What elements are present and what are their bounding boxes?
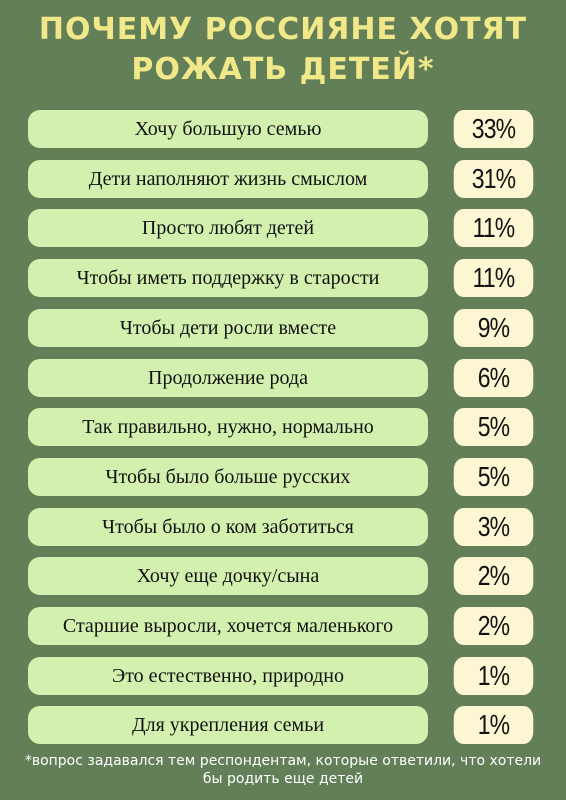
percent-value: 2% — [453, 557, 534, 595]
percent-value-text: 5% — [477, 411, 510, 442]
reason-label: Чтобы иметь поддержку в старости — [28, 259, 428, 297]
percent-value-text: 33% — [471, 113, 516, 144]
table-row: Продолжение рода 6% — [28, 359, 542, 397]
table-row: Хочу большую семью 33% — [28, 110, 542, 148]
percent-value: 11% — [453, 209, 534, 247]
table-row: Старшие выросли, хочется маленького 2% — [28, 607, 542, 645]
reason-label: Чтобы было больше русских — [28, 458, 428, 496]
percent-value: 11% — [453, 259, 534, 297]
percent-value-text: 9% — [477, 312, 510, 343]
percent-value: 2% — [453, 607, 534, 645]
footnote: *вопрос задавался тем респондентам, кото… — [24, 753, 542, 787]
table-row: Чтобы было о ком заботиться 3% — [28, 508, 542, 546]
reason-label: Просто любят детей — [28, 209, 428, 247]
title-line-1: ПОЧЕМУ РОССИЯНЕ ХОТЯТ — [38, 12, 528, 47]
reason-label: Это естественно, природно — [28, 657, 428, 695]
table-row: Чтобы было больше русских 5% — [28, 458, 542, 496]
percent-value: 6% — [453, 359, 534, 397]
table-row: Так правильно, нужно, нормально 5% — [28, 408, 542, 446]
reason-label: Старшие выросли, хочется маленького — [28, 607, 428, 645]
reason-label: Хочу большую семью — [28, 110, 428, 148]
title-line-2: РОЖАТЬ ДЕТЕЙ* — [131, 52, 435, 87]
reason-label: Чтобы дети росли вместе — [28, 309, 428, 347]
reason-label: Чтобы было о ком заботиться — [28, 508, 428, 546]
percent-value-text: 11% — [472, 212, 516, 243]
percent-value: 9% — [453, 309, 534, 347]
percent-value-text: 3% — [477, 511, 510, 542]
percent-value: 33% — [453, 110, 534, 148]
table-row: Чтобы дети росли вместе 9% — [28, 309, 542, 347]
table-row: Хочу еще дочку/сына 2% — [28, 557, 542, 595]
percent-value-text: 6% — [477, 362, 510, 393]
table-row: Дети наполняют жизнь смыслом 31% — [28, 160, 542, 198]
reason-label: Дети наполняют жизнь смыслом — [28, 160, 428, 198]
percent-value-text: 11% — [472, 262, 516, 293]
percent-value-text: 2% — [477, 610, 510, 641]
percent-value-text: 5% — [477, 461, 510, 492]
percent-value: 1% — [453, 706, 534, 744]
percent-value-text: 31% — [471, 163, 516, 194]
percent-value: 31% — [453, 160, 534, 198]
table-row: Это естественно, природно 1% — [28, 657, 542, 695]
reason-label: Так правильно, нужно, нормально — [28, 408, 428, 446]
page-title: ПОЧЕМУ РОССИЯНЕ ХОТЯТ РОЖАТЬ ДЕТЕЙ* — [0, 10, 566, 90]
percent-value-text: 1% — [477, 660, 510, 691]
percent-value-text: 2% — [477, 560, 510, 591]
percent-value: 1% — [453, 657, 534, 695]
reason-label: Для укрепления семьи — [28, 706, 428, 744]
percent-value: 5% — [453, 408, 534, 446]
table-row: Чтобы иметь поддержку в старости 11% — [28, 259, 542, 297]
reason-label: Продолжение рода — [28, 359, 428, 397]
table-row: Для укрепления семьи 1% — [28, 706, 542, 744]
percent-value-text: 1% — [477, 709, 510, 740]
reason-label: Хочу еще дочку/сына — [28, 557, 428, 595]
percent-value: 3% — [453, 508, 534, 546]
table-row: Просто любят детей 11% — [28, 209, 542, 247]
percent-value: 5% — [453, 458, 534, 496]
